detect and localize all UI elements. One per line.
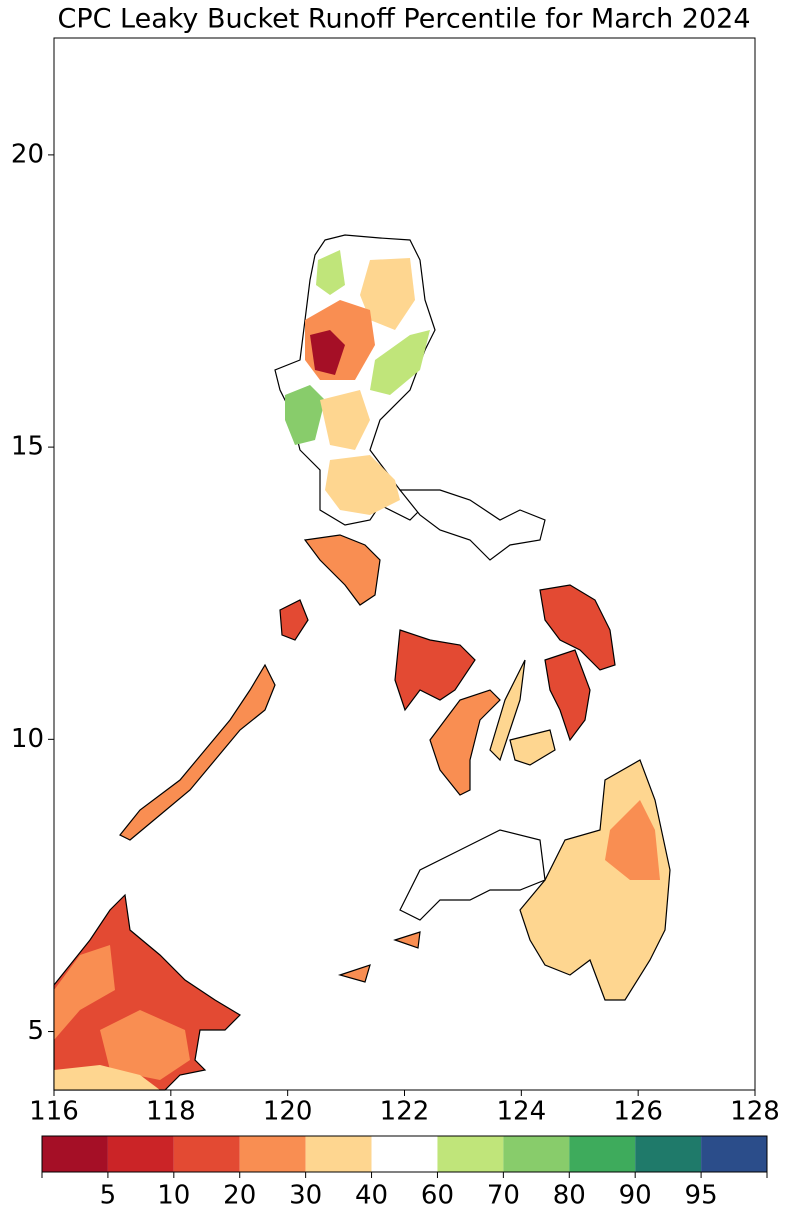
land	[394, 629, 476, 712]
x-tick-label: 128	[730, 1097, 780, 1127]
contour-patch	[100, 1010, 190, 1080]
colorbar-box	[107, 1136, 174, 1172]
colorbar-tick-label: 40	[355, 1181, 388, 1211]
x-tick-label: 124	[497, 1097, 547, 1127]
land	[489, 659, 526, 762]
colorbar-tick-label: 60	[421, 1181, 454, 1211]
contour-patch	[325, 455, 400, 515]
y-tick-label: 10	[11, 724, 44, 754]
colorbar-tick-label: 20	[223, 1181, 256, 1211]
land	[337, 964, 371, 983]
colorbar-tick-label: 90	[619, 1181, 652, 1211]
colorbar-frame	[41, 1135, 768, 1173]
land	[303, 534, 381, 606]
colorbar-box	[569, 1136, 636, 1172]
colorbar-box	[437, 1136, 504, 1172]
land	[393, 931, 421, 949]
y-tick-label: 5	[27, 1016, 44, 1046]
land	[398, 489, 546, 561]
y-tick-label: 15	[11, 432, 44, 462]
land	[119, 663, 276, 841]
x-tick-label: 126	[613, 1097, 663, 1127]
land	[509, 729, 556, 766]
contour-patch	[54, 945, 115, 1040]
colorbar-box	[173, 1136, 240, 1172]
land	[399, 829, 546, 921]
colorbar-tick-label: 10	[157, 1181, 190, 1211]
contour-patch	[310, 330, 345, 375]
colorbar-tick-label: 30	[289, 1181, 322, 1211]
contour-patch	[54, 1065, 160, 1090]
land	[539, 584, 616, 671]
x-tick-label: 118	[146, 1097, 196, 1127]
x-tick-label: 122	[380, 1097, 430, 1127]
contour-patch	[316, 250, 345, 295]
colorbar-tick-label: 70	[487, 1181, 520, 1211]
colorbar-tick-label: 80	[553, 1181, 586, 1211]
land	[53, 893, 241, 1091]
contour-patch	[605, 800, 660, 880]
contour-patch	[370, 330, 430, 395]
land	[279, 599, 309, 641]
map-title: CPC Leaky Bucket Runoff Percentile for M…	[57, 4, 750, 35]
colorbar-tick-label: 5	[100, 1181, 117, 1211]
contour-patch	[360, 258, 415, 330]
colorbar-box	[701, 1136, 767, 1172]
x-tick-label: 120	[263, 1097, 313, 1127]
contour-patch	[320, 390, 370, 450]
colorbar-box	[305, 1136, 372, 1172]
map-area	[53, 234, 671, 1091]
land	[429, 689, 501, 796]
colorbar-box	[42, 1136, 108, 1172]
colorbar-box	[239, 1136, 306, 1172]
x-tick-label: 116	[29, 1097, 79, 1127]
contour-patch	[285, 385, 325, 445]
colorbar-box	[371, 1136, 438, 1172]
y-tick-label: 20	[11, 139, 44, 169]
colorbar-tick-label: 95	[685, 1181, 718, 1211]
land	[544, 649, 591, 742]
colorbar-box	[635, 1136, 702, 1172]
colorbar-box	[503, 1136, 570, 1172]
